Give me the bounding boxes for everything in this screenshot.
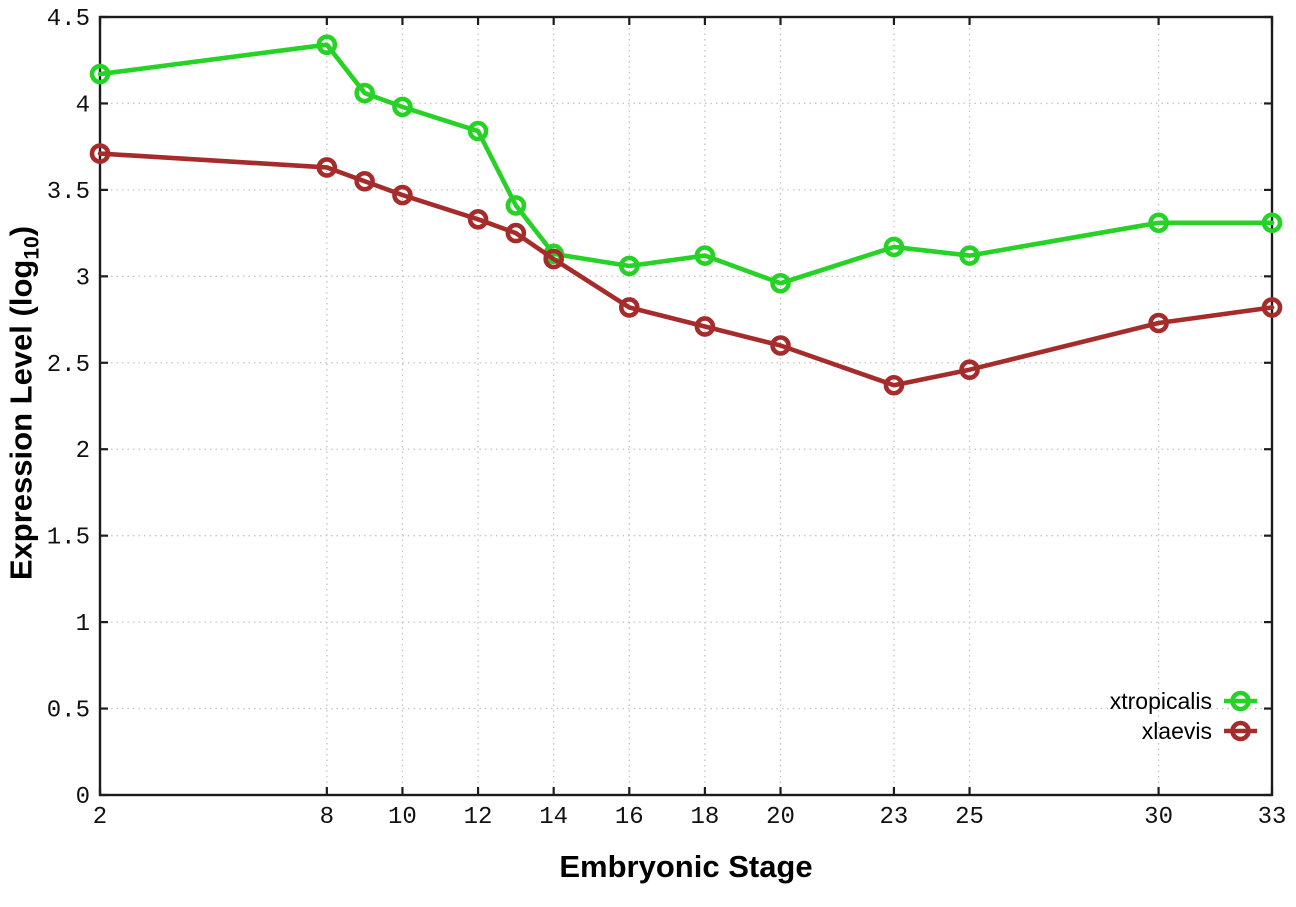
data-point-xlaevis	[505, 222, 527, 244]
y-axis-title: Expression Level (log10)	[3, 226, 44, 580]
y-axis-title-close: )	[3, 225, 39, 237]
x-tick-label: 23	[880, 804, 909, 831]
data-point-xlaevis	[1148, 312, 1169, 334]
data-point-xtropicalis	[354, 82, 375, 104]
data-point-xtropicalis	[770, 272, 791, 294]
y-tick-label: 0	[76, 784, 90, 811]
y-tick-label: 2.5	[47, 352, 90, 379]
x-axis-title: Embryonic Stage	[559, 849, 813, 884]
y-tick-label: 3.5	[47, 179, 90, 206]
data-point-xlaevis	[770, 335, 791, 356]
y-tick-label: 1.5	[47, 525, 90, 552]
data-point-xlaevis	[883, 374, 905, 396]
x-tick-label: 12	[464, 804, 493, 831]
data-point-xlaevis	[89, 143, 111, 164]
x-tick-label: 25	[955, 804, 984, 831]
x-tick-label: 16	[615, 804, 644, 831]
y-tick-label: 0.5	[47, 698, 90, 725]
y-tick-label: 3	[76, 265, 90, 292]
data-point-xlaevis	[694, 316, 716, 337]
data-point-xlaevis	[467, 208, 489, 230]
data-point-xtropicalis	[505, 195, 527, 216]
plot-border	[98, 15, 1274, 797]
data-point-xtropicalis	[618, 255, 640, 277]
data-point-xtropicalis	[467, 120, 489, 142]
data-point-xtropicalis	[392, 96, 413, 118]
y-tick-label: 4	[76, 92, 90, 119]
x-tick-label: 20	[766, 804, 795, 831]
y-tick-label: 1	[76, 611, 90, 638]
data-point-xtropicalis	[89, 63, 111, 85]
data-point-xlaevis	[543, 248, 564, 270]
data-point-xlaevis	[618, 297, 640, 318]
data-point-xlaevis	[959, 359, 980, 380]
y-tick-label: 4.5	[47, 6, 90, 33]
y-tick-label: 2	[76, 438, 90, 465]
data-point-xtropicalis	[694, 245, 716, 266]
data-point-xtropicalis	[1148, 212, 1169, 234]
x-tick-label: 8	[320, 804, 334, 831]
data-point-xtropicalis	[316, 34, 338, 55]
x-tick-label: 2	[93, 804, 107, 831]
series-line-xlaevis	[97, 151, 1275, 388]
data-point-xlaevis	[354, 170, 375, 192]
data-point-xtropicalis	[959, 245, 980, 266]
x-tick-label: 10	[388, 804, 417, 831]
y-axis-title-text: Expression Level (log	[3, 259, 39, 581]
legend: xtropicalis xlaevis	[1110, 688, 1257, 744]
data-point-xlaevis	[1261, 297, 1283, 318]
x-tick-label: 18	[690, 804, 719, 831]
legend-label-xtropicalis: xtropicalis	[1110, 688, 1212, 714]
legend-marker-xtropicalis	[1230, 690, 1251, 712]
data-point-xlaevis	[316, 157, 338, 178]
data-point-xlaevis	[392, 184, 413, 206]
x-tick-label: 14	[539, 804, 568, 831]
data-point-xtropicalis	[1261, 212, 1283, 234]
y-axis-title-subscript: 10	[20, 236, 44, 260]
data-point-xtropicalis	[883, 236, 905, 258]
legend-marker-xlaevis	[1230, 720, 1251, 742]
legend-label-xlaevis: xlaevis	[1142, 718, 1212, 744]
x-tick-label: 30	[1144, 804, 1173, 831]
x-tick-label: 33	[1258, 804, 1287, 831]
